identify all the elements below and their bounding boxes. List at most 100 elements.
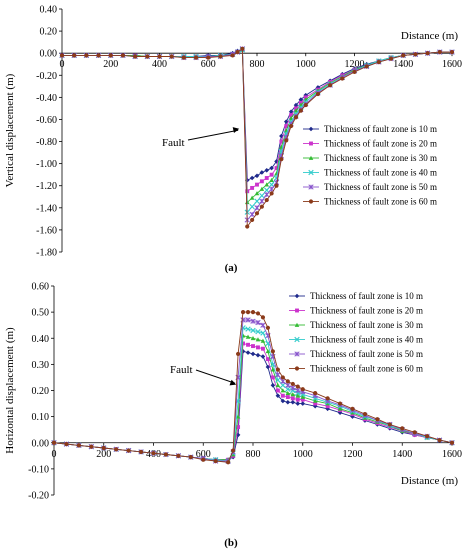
legend-entry: Thickness of fault zone is 30 m <box>324 153 437 163</box>
data-point <box>259 204 264 209</box>
data-point <box>295 384 300 389</box>
x-tick-label: 400 <box>152 59 167 70</box>
y-tick-label: 0.10 <box>32 412 50 423</box>
legend-entry: Thickness of fault zone is 40 m <box>310 335 423 345</box>
data-point <box>138 449 144 454</box>
x-axis-label: Distance (m) <box>401 475 458 487</box>
data-point <box>285 395 290 399</box>
legend-marker <box>308 169 314 176</box>
data-point <box>254 205 260 211</box>
data-point <box>59 53 65 58</box>
data-point <box>295 401 301 406</box>
data-point <box>245 317 251 323</box>
data-point <box>251 344 255 349</box>
data-point <box>337 406 343 411</box>
y-tick-label: -0.80 <box>36 137 57 148</box>
data-point <box>293 115 299 120</box>
data-point <box>269 177 274 183</box>
data-point <box>269 172 274 177</box>
data-point <box>279 133 284 139</box>
y-tick-label: -0.10 <box>28 464 49 475</box>
data-point <box>303 103 308 108</box>
data-point <box>259 186 265 191</box>
data-point <box>193 55 199 60</box>
data-point <box>313 401 318 406</box>
data-point <box>157 54 162 59</box>
data-point <box>84 53 89 58</box>
data-point <box>270 382 276 388</box>
data-point <box>254 173 260 179</box>
data-point <box>250 351 256 357</box>
x-tick-label: 200 <box>96 449 111 460</box>
y-axis-label: Horizontal displacement (m) <box>4 327 16 454</box>
data-point <box>340 76 345 81</box>
data-point <box>290 396 295 401</box>
y-tick-label: 0.40 <box>32 334 50 345</box>
data-point <box>76 443 81 448</box>
fault-annotation: Fault <box>162 137 185 149</box>
x-tick-label: 1200 <box>343 449 363 460</box>
data-point <box>275 382 281 388</box>
data-point <box>269 191 274 196</box>
y-tick-label: 0.30 <box>32 360 50 371</box>
fault-arrow <box>187 129 239 141</box>
data-point <box>255 182 259 187</box>
data-point <box>259 198 265 204</box>
fault-arrow-head <box>229 379 237 386</box>
data-point <box>337 401 343 406</box>
data-point <box>280 388 286 393</box>
legend-marker <box>294 351 300 357</box>
legend-entry: Thickness of fault zone is 40 m <box>324 168 437 178</box>
data-point <box>250 318 256 324</box>
x-tick-label: 800 <box>246 449 261 460</box>
data-point <box>280 375 285 380</box>
data-point <box>265 357 270 362</box>
data-point <box>255 337 261 342</box>
data-point <box>120 53 126 58</box>
data-point <box>218 54 223 59</box>
data-point <box>245 224 250 229</box>
data-point <box>449 50 455 55</box>
legend-entry: Thickness of fault zone is 10 m <box>324 124 437 134</box>
data-point <box>260 346 265 351</box>
data-point <box>236 351 241 356</box>
y-tick-label: -1.40 <box>36 203 57 214</box>
data-point <box>230 53 235 58</box>
data-point <box>231 448 236 453</box>
data-point <box>270 349 275 354</box>
data-point <box>188 455 193 460</box>
data-point <box>264 167 270 173</box>
data-point <box>226 460 231 465</box>
data-point <box>259 179 264 184</box>
data-point <box>249 195 255 200</box>
legend-marker <box>295 308 299 313</box>
data-point <box>275 372 281 378</box>
legend-entry: Thickness of fault zone is 60 m <box>324 197 437 207</box>
data-point <box>298 108 303 113</box>
y-tick-label: -0.20 <box>36 71 57 82</box>
data-point <box>325 406 330 412</box>
data-point <box>376 59 381 65</box>
data-point <box>279 157 284 162</box>
data-point <box>325 396 330 401</box>
y-tick-label: -0.40 <box>36 93 57 104</box>
chart-horizontal-displacement: 0.60 0.50 0.40 0.30 0.20 0.10 0.00 -0.10 -0.20 0 2… <box>4 282 462 502</box>
y-tick-label: 0.50 <box>32 308 50 319</box>
x-tick-label: 200 <box>103 59 118 70</box>
data-point <box>255 311 261 316</box>
x-tick-label: 1000 <box>293 449 313 460</box>
data-point <box>240 349 246 354</box>
data-point <box>108 53 113 58</box>
data-point <box>249 175 255 181</box>
y-tick-label: -0.20 <box>28 491 49 502</box>
data-point <box>270 367 276 372</box>
y-axis-label: Vertical displacement (m) <box>4 73 16 187</box>
data-point <box>275 393 281 399</box>
data-point <box>250 335 256 341</box>
data-point <box>169 54 174 59</box>
data-point <box>312 398 318 403</box>
data-point <box>240 46 245 51</box>
y-tick-label: 0.00 <box>32 438 50 449</box>
legend-entry: Thickness of fault zone is 50 m <box>310 349 423 359</box>
